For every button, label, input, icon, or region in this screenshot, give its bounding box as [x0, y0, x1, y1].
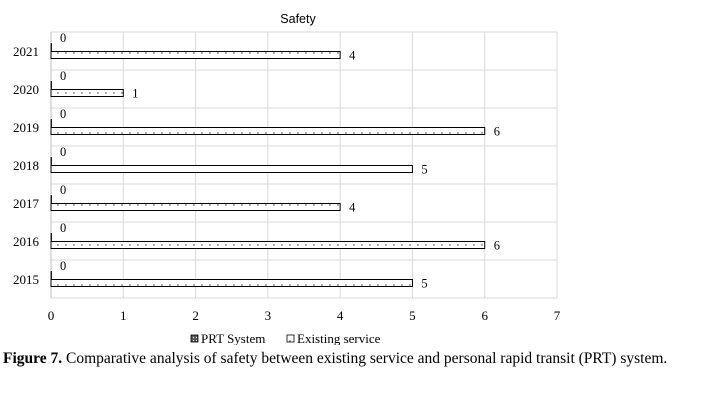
- data-label-existing: 5: [421, 163, 427, 177]
- data-label-existing: 6: [494, 125, 500, 139]
- y-tick-label: 2016: [13, 234, 40, 249]
- x-tick-label: 5: [409, 308, 416, 323]
- data-label-existing: 6: [494, 239, 500, 253]
- data-label-prt: 0: [60, 145, 66, 159]
- x-tick-label: 0: [48, 308, 55, 323]
- legend: PRT System Existing service: [190, 331, 381, 345]
- data-label-existing: 4: [349, 49, 356, 63]
- legend-label-existing: Existing service: [297, 331, 381, 345]
- x-tick-label: 7: [554, 308, 561, 323]
- bar-existing-service: [50, 241, 486, 249]
- bar-prt-system: [50, 233, 52, 241]
- bar-prt-system: [50, 271, 52, 279]
- data-labels: 0 4 0 1 0 6 0 5 0 4 0 6 0 5: [60, 31, 500, 291]
- bar-existing-service: [50, 89, 124, 97]
- y-tick-label: 2019: [13, 120, 39, 135]
- bar-existing-service: [50, 51, 341, 59]
- y-tick-label: 2021: [13, 44, 39, 59]
- data-label-prt: 0: [60, 107, 66, 121]
- figure-caption: Figure 7. Comparative analysis of safety…: [3, 349, 695, 368]
- x-tick-label: 3: [265, 308, 272, 323]
- data-label-prt: 0: [60, 69, 66, 83]
- data-label-prt: 0: [60, 183, 66, 197]
- caption-label: Figure 7.: [3, 350, 63, 367]
- bar-prt-system: [50, 157, 52, 165]
- bar-prt-system: [50, 43, 52, 51]
- data-label-prt: 0: [60, 31, 66, 45]
- y-tick-label: 2018: [13, 158, 39, 173]
- x-tick-label: 6: [481, 308, 488, 323]
- bar-existing-service: [50, 165, 413, 173]
- data-label-prt: 0: [60, 221, 66, 235]
- bar-existing-service: [50, 203, 341, 211]
- bar-prt-system: [50, 119, 52, 127]
- x-tick-label: 4: [337, 308, 344, 323]
- y-tick-label: 2020: [13, 82, 39, 97]
- data-label-existing: 1: [132, 87, 138, 101]
- y-tick-labels: 2021 2020 2019 2018 2017 2016 2015: [13, 44, 40, 287]
- data-label-prt: 0: [60, 259, 66, 273]
- x-tick-labels: 0 1 2 3 4 5 6 7: [48, 308, 561, 323]
- chart: Safety 2021 2020 2019 2018 2017 2016 2015 0 1 2 3…: [13, 12, 561, 345]
- chart-title: Safety: [280, 12, 316, 26]
- legend-swatch-prt: [190, 334, 199, 343]
- y-tick-label: 2017: [13, 196, 40, 211]
- bar-existing-service: [50, 127, 486, 135]
- data-label-existing: 5: [421, 277, 427, 291]
- x-tick-label: 1: [120, 308, 127, 323]
- caption-text: Comparative analysis of safety between e…: [62, 350, 668, 367]
- bar-existing-service: [50, 279, 413, 287]
- legend-label-prt: PRT System: [201, 331, 265, 345]
- bar-prt-system: [50, 81, 52, 89]
- bars: [50, 43, 486, 287]
- bar-prt-system: [50, 195, 52, 203]
- y-tick-label: 2015: [13, 272, 39, 287]
- legend-swatch-existing: [286, 334, 295, 343]
- x-tick-label: 2: [192, 308, 199, 323]
- data-label-existing: 4: [349, 201, 356, 215]
